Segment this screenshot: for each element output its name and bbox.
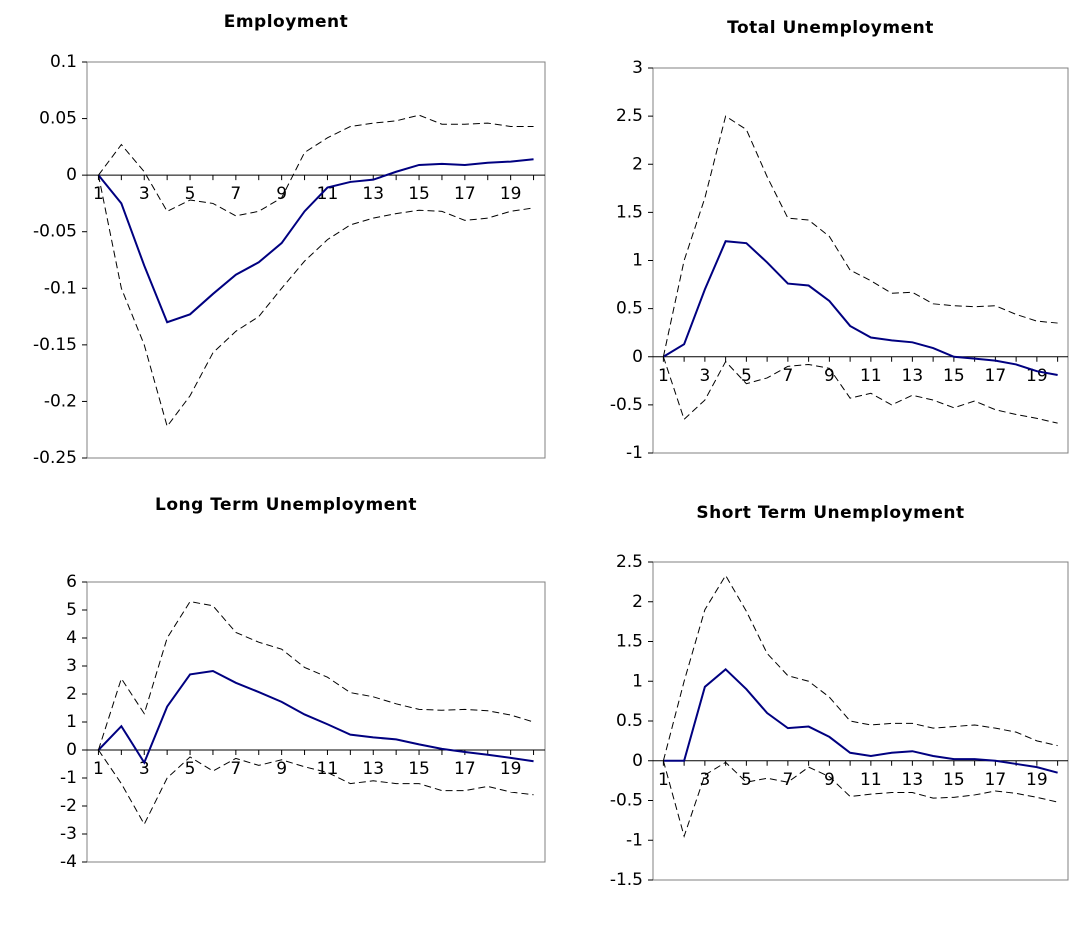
x-tick-label: 1 bbox=[658, 770, 669, 790]
y-tick-label: 5 bbox=[66, 600, 77, 620]
x-tick-label: 17 bbox=[985, 770, 1007, 790]
y-tick-label: 2 bbox=[632, 154, 643, 174]
y-tick-label: -1.5 bbox=[610, 870, 643, 890]
x-tick-label: 19 bbox=[500, 184, 522, 204]
x-tick-label: 19 bbox=[1026, 770, 1048, 790]
y-tick-label: 1 bbox=[66, 712, 77, 732]
x-tick-label: 1 bbox=[93, 184, 104, 204]
y-tick-label: 0.05 bbox=[39, 109, 77, 129]
x-tick-label: 17 bbox=[985, 366, 1007, 386]
x-tick-label: 3 bbox=[139, 759, 150, 779]
x-tick-label: 13 bbox=[362, 759, 384, 779]
y-tick-label: -3 bbox=[60, 824, 77, 844]
x-tick-label: 17 bbox=[454, 759, 476, 779]
chart-title: Employment bbox=[224, 12, 349, 32]
x-tick-label: 5 bbox=[185, 184, 196, 204]
x-tick-label: 13 bbox=[902, 770, 924, 790]
chart-title: Short Term Unemployment bbox=[696, 503, 964, 523]
x-tick-label: 15 bbox=[943, 770, 965, 790]
y-tick-label: -0.1 bbox=[44, 278, 77, 298]
y-tick-label: -1 bbox=[626, 443, 643, 463]
x-tick-label: 11 bbox=[860, 366, 882, 386]
y-tick-label: 2.5 bbox=[616, 106, 643, 126]
y-tick-label: 0 bbox=[632, 751, 643, 771]
x-tick-label: 3 bbox=[699, 366, 710, 386]
x-tick-label: 7 bbox=[230, 184, 241, 204]
series-line bbox=[663, 667, 1058, 774]
y-tick-label: -2 bbox=[60, 796, 77, 816]
plot-area bbox=[86, 581, 546, 863]
x-tick-label: 3 bbox=[139, 184, 150, 204]
y-tick-label: -0.15 bbox=[33, 335, 77, 355]
y-tick-label: 0.1 bbox=[50, 52, 77, 72]
series-line bbox=[97, 158, 534, 324]
y-tick-label: 1 bbox=[632, 251, 643, 271]
y-tick-label: -1 bbox=[626, 830, 643, 850]
y-tick-label: 1.5 bbox=[616, 632, 643, 652]
y-tick-label: 0 bbox=[632, 347, 643, 367]
x-tick-label: 7 bbox=[230, 759, 241, 779]
x-tick-label: 11 bbox=[317, 184, 339, 204]
x-tick-label: 9 bbox=[276, 184, 287, 204]
x-tick-label: 15 bbox=[408, 759, 430, 779]
x-tick-label: 15 bbox=[943, 366, 965, 386]
series-line bbox=[662, 115, 1058, 357]
y-tick-label: 6 bbox=[66, 572, 77, 592]
y-tick-label: 3 bbox=[632, 58, 643, 78]
series-line bbox=[662, 356, 1058, 424]
x-tick-label: 13 bbox=[362, 184, 384, 204]
series-line bbox=[97, 670, 534, 765]
x-tick-label: 9 bbox=[824, 770, 835, 790]
x-tick-label: 17 bbox=[454, 184, 476, 204]
y-tick-label: 4 bbox=[66, 628, 77, 648]
series-line bbox=[97, 601, 534, 751]
y-tick-label: -1 bbox=[60, 768, 77, 788]
series-line bbox=[662, 574, 1058, 761]
x-tick-label: 5 bbox=[741, 770, 752, 790]
y-tick-label: 2 bbox=[632, 592, 643, 612]
y-tick-label: 1.5 bbox=[616, 202, 643, 222]
x-tick-label: 7 bbox=[782, 366, 793, 386]
chart-title: Long Term Unemployment bbox=[155, 495, 417, 515]
y-tick-label: -0.5 bbox=[610, 395, 643, 415]
y-tick-label: 2 bbox=[66, 684, 77, 704]
y-tick-label: -4 bbox=[60, 852, 77, 872]
x-tick-label: 11 bbox=[860, 770, 882, 790]
y-tick-label: -0.2 bbox=[44, 391, 77, 411]
y-tick-label: 1 bbox=[632, 671, 643, 691]
x-tick-label: 11 bbox=[317, 759, 339, 779]
plot-area bbox=[652, 561, 1069, 881]
x-tick-label: 5 bbox=[185, 759, 196, 779]
x-tick-label: 7 bbox=[782, 770, 793, 790]
y-tick-label: 0.5 bbox=[616, 711, 643, 731]
y-tick-label: 0.5 bbox=[616, 299, 643, 319]
x-tick-label: 13 bbox=[902, 366, 924, 386]
plot-area bbox=[86, 61, 546, 459]
series-line bbox=[662, 240, 1058, 377]
series-line bbox=[97, 175, 534, 428]
series-line bbox=[98, 114, 534, 217]
y-tick-label: 0 bbox=[66, 165, 77, 185]
x-tick-label: 9 bbox=[276, 759, 287, 779]
y-tick-label: 2.5 bbox=[616, 552, 643, 572]
x-tick-label: 1 bbox=[658, 366, 669, 386]
y-tick-label: 0 bbox=[66, 740, 77, 760]
x-tick-label: 19 bbox=[500, 759, 522, 779]
x-tick-label: 1 bbox=[93, 759, 104, 779]
x-tick-label: 9 bbox=[824, 366, 835, 386]
series-line bbox=[662, 760, 1058, 838]
y-tick-label: -0.25 bbox=[33, 448, 77, 468]
series-line bbox=[98, 749, 534, 826]
y-tick-label: -0.05 bbox=[33, 222, 77, 242]
y-tick-label: 3 bbox=[66, 656, 77, 676]
x-tick-label: 15 bbox=[408, 184, 430, 204]
x-tick-label: 3 bbox=[699, 770, 710, 790]
x-tick-label: 5 bbox=[741, 366, 752, 386]
chart-title: Total Unemployment bbox=[727, 18, 934, 38]
x-tick-label: 19 bbox=[1026, 366, 1048, 386]
y-tick-label: -0.5 bbox=[610, 791, 643, 811]
